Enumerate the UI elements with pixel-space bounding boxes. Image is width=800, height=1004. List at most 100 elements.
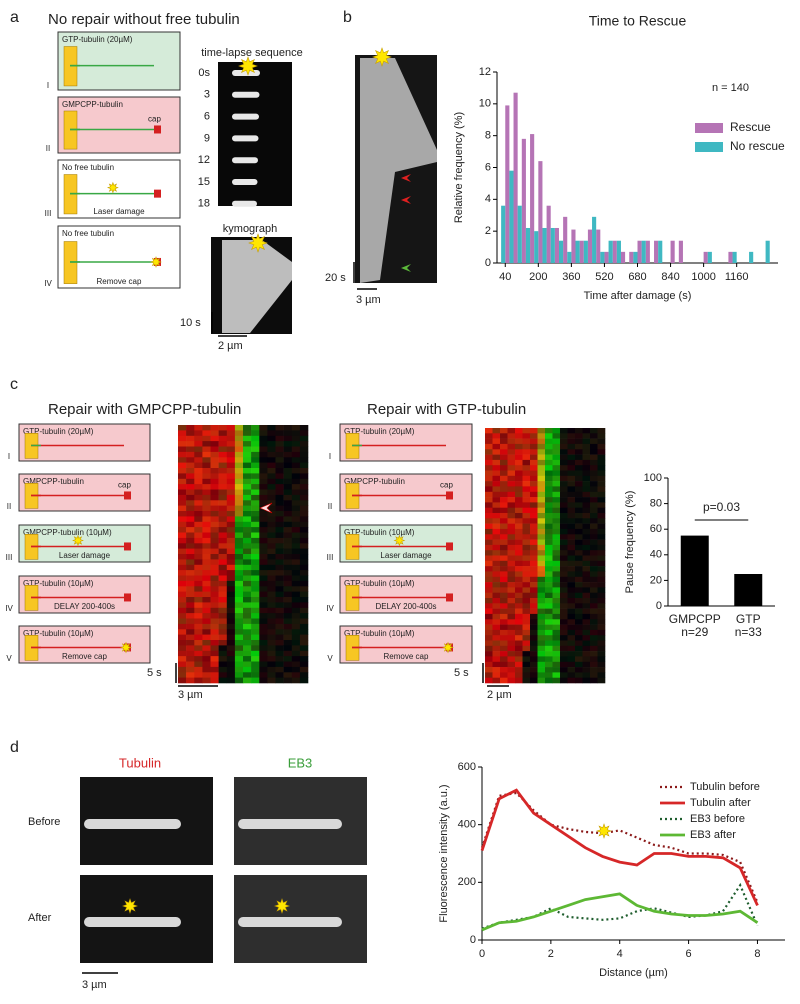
x-tick-label: 520 bbox=[595, 271, 613, 283]
kymograph-pixel bbox=[590, 481, 598, 487]
kymograph-pixel bbox=[515, 619, 523, 625]
kymograph-pixel bbox=[275, 478, 284, 485]
kymograph-pixel bbox=[582, 518, 591, 524]
kymograph-pixel bbox=[226, 473, 236, 480]
kymograph-pixel bbox=[283, 618, 292, 625]
kymograph-pixel bbox=[492, 513, 501, 519]
kymograph-pixel bbox=[552, 592, 561, 599]
kymograph-pixel bbox=[186, 629, 195, 635]
kymograph-pixel bbox=[537, 613, 546, 620]
kymograph-pixel bbox=[178, 521, 187, 528]
kymograph-pixel bbox=[275, 527, 284, 533]
bar bbox=[678, 240, 683, 263]
kymograph-pixel bbox=[178, 527, 187, 533]
kymograph-pixel bbox=[582, 534, 591, 540]
kymograph-pixel bbox=[194, 500, 203, 506]
kymograph-pixel bbox=[218, 451, 227, 458]
kymograph-pixel bbox=[234, 623, 244, 630]
kymograph-pixel bbox=[552, 481, 561, 487]
kymograph-pixel bbox=[283, 446, 292, 453]
kymograph-pixel bbox=[560, 433, 568, 439]
kymograph-pixel bbox=[202, 618, 211, 625]
kymograph-pixel bbox=[537, 459, 546, 466]
kymograph-pixel bbox=[226, 618, 236, 625]
bar bbox=[680, 535, 709, 606]
kymograph-pixel bbox=[275, 425, 284, 431]
kymograph-pixel bbox=[485, 640, 493, 647]
kymograph-pixel bbox=[283, 441, 292, 447]
kymograph-pixel bbox=[552, 491, 561, 498]
kymograph-pixel bbox=[275, 656, 284, 662]
kymograph-pixel bbox=[178, 554, 187, 560]
bar bbox=[616, 240, 621, 263]
step-note: Laser damage bbox=[380, 551, 432, 560]
kymograph-pixel bbox=[218, 548, 227, 555]
kymograph-pixel bbox=[291, 618, 301, 625]
kymograph-pixel bbox=[552, 507, 561, 514]
kymograph-pixel bbox=[590, 523, 598, 530]
kymograph-pixel bbox=[299, 430, 309, 437]
kymograph-pixel bbox=[243, 446, 252, 453]
x-axis-label: Distance (µm) bbox=[599, 967, 668, 979]
kymograph-pixel bbox=[186, 645, 195, 652]
kymograph-pixel bbox=[545, 635, 553, 641]
kymograph-pixel bbox=[552, 667, 561, 673]
kymograph-pixel bbox=[582, 539, 591, 546]
kymograph-pixel bbox=[275, 537, 284, 544]
kymograph-pixel bbox=[582, 507, 591, 514]
kymograph-pixel bbox=[597, 566, 606, 572]
kymograph-pixel bbox=[291, 451, 301, 458]
kymograph-pixel bbox=[226, 441, 236, 447]
kymograph-pixel bbox=[226, 586, 236, 592]
kymograph-pixel bbox=[194, 489, 203, 496]
kymograph-pixel bbox=[507, 608, 516, 615]
kymograph-pixel bbox=[267, 575, 276, 582]
kymograph-pixel bbox=[194, 457, 203, 463]
kymograph-pixel bbox=[597, 544, 606, 551]
kymograph-pixel bbox=[299, 468, 309, 474]
kymograph-pixel bbox=[500, 523, 508, 530]
kymograph-pixel bbox=[522, 465, 531, 471]
kymograph-pixel bbox=[522, 433, 531, 439]
kymograph-pixel bbox=[234, 656, 244, 662]
kymograph-pixel bbox=[218, 505, 227, 512]
kymograph-pixel bbox=[530, 571, 538, 577]
bar bbox=[505, 105, 510, 263]
kymograph-pixel bbox=[560, 518, 568, 524]
kymograph-pixel bbox=[597, 592, 606, 599]
kymograph-pixel bbox=[492, 619, 501, 625]
kymograph-pixel bbox=[560, 624, 568, 631]
kymograph-pixel bbox=[267, 559, 276, 566]
kymograph-pixel bbox=[545, 438, 553, 445]
kymograph-pixel bbox=[515, 635, 523, 641]
kymograph-pixel bbox=[597, 481, 606, 487]
kymograph-pixel bbox=[515, 582, 523, 588]
kymograph-pixel bbox=[552, 486, 561, 492]
kymograph-pixel bbox=[267, 548, 276, 555]
kymograph-pixel bbox=[492, 443, 501, 450]
bar bbox=[550, 227, 555, 263]
kymograph-pixel bbox=[597, 661, 606, 668]
kymograph-pixel bbox=[194, 473, 203, 480]
kymograph-pixel bbox=[537, 576, 546, 583]
kymograph-pixel bbox=[552, 555, 561, 562]
kymograph-pixel bbox=[243, 618, 252, 625]
kymograph-pixel bbox=[522, 619, 531, 625]
kymograph-pixel bbox=[243, 645, 252, 652]
kymograph-pixel bbox=[210, 532, 219, 539]
kymograph-pixel bbox=[500, 629, 508, 636]
cap bbox=[124, 491, 131, 500]
step-numeral: IV bbox=[5, 604, 13, 613]
y-tick-label: 80 bbox=[650, 498, 662, 510]
kymograph-pixel bbox=[259, 457, 268, 463]
kymograph-pixel bbox=[299, 602, 309, 609]
kymograph-pixel bbox=[567, 645, 576, 652]
kymograph-pixel bbox=[243, 613, 252, 619]
kymograph-pixel bbox=[210, 473, 219, 480]
kymograph-pixel bbox=[567, 528, 576, 535]
kymograph-pixel bbox=[186, 613, 195, 619]
kymograph-pixel bbox=[234, 559, 244, 566]
kymograph-pixel bbox=[522, 560, 531, 567]
kymograph-pixel bbox=[485, 645, 493, 652]
kymograph-pixel bbox=[575, 598, 583, 604]
